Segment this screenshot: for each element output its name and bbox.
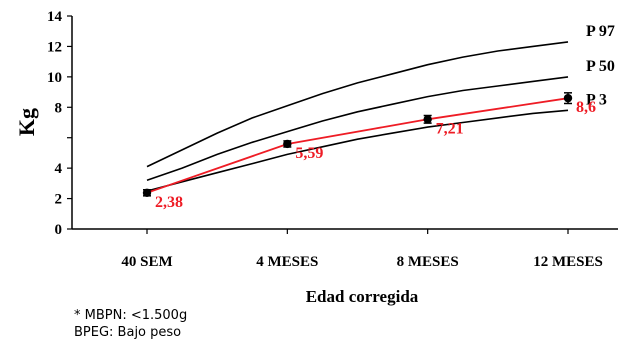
data-label: 5,59 xyxy=(295,145,323,162)
y-tick-label: 2 xyxy=(55,192,63,208)
y-axis-title: Kg xyxy=(14,108,39,136)
data-label: 2,38 xyxy=(155,194,183,211)
curve-label-p3: P 3 xyxy=(586,91,607,108)
x-tick-label: 40 SEM xyxy=(121,254,172,270)
series-line xyxy=(146,97,569,194)
curve-p3 xyxy=(146,109,569,192)
y-tick-label: 10 xyxy=(47,70,62,86)
x-ticks: 40 SEM 4 MESES 8 MESES 12 MESES xyxy=(121,229,603,270)
y-tick-label: 12 xyxy=(47,39,62,55)
data-label: 8,6 xyxy=(576,99,596,116)
data-point xyxy=(283,139,292,149)
curve-label-p50: P 50 xyxy=(586,58,615,75)
curve-label-p97: P 97 xyxy=(586,23,615,40)
y-tick-label: 4 xyxy=(55,161,63,177)
patient-series: 2,38 5,59 7,21 8,6 xyxy=(142,92,596,211)
data-label: 7,21 xyxy=(436,120,464,137)
y-ticks: 0 2 4 8 10 12 14 xyxy=(47,9,72,238)
x-tick-label: 8 MESES xyxy=(397,254,459,270)
footnote-mbpn: * MBPN: <1.500g xyxy=(74,308,188,323)
x-tick-label: 12 MESES xyxy=(533,254,603,270)
curve-p97 xyxy=(146,41,569,168)
reference-curves: P 97 P 50 P 3 xyxy=(146,23,615,192)
x-axis-title: Edad corregida xyxy=(306,287,419,306)
y-tick-label: 0 xyxy=(55,222,63,238)
x-tick-label: 4 MESES xyxy=(256,254,318,270)
data-point xyxy=(563,93,573,103)
y-tick-label: 14 xyxy=(47,9,63,25)
footnote-bpeg: BPEG: Bajo peso xyxy=(74,325,182,340)
y-tick-label: 8 xyxy=(55,100,63,116)
data-point xyxy=(142,188,152,197)
curve-p50 xyxy=(146,76,569,182)
data-point xyxy=(423,115,432,124)
